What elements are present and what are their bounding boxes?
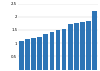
Bar — [56, 30, 60, 70]
Bar — [86, 21, 91, 70]
Bar — [68, 24, 72, 70]
Bar — [25, 39, 30, 70]
Bar — [74, 23, 79, 70]
Bar — [37, 37, 42, 70]
Bar — [80, 22, 85, 70]
Bar — [19, 41, 24, 70]
Bar — [44, 34, 48, 70]
Bar — [92, 12, 97, 70]
Bar — [31, 38, 36, 70]
Bar — [50, 32, 54, 70]
Bar — [62, 29, 66, 70]
